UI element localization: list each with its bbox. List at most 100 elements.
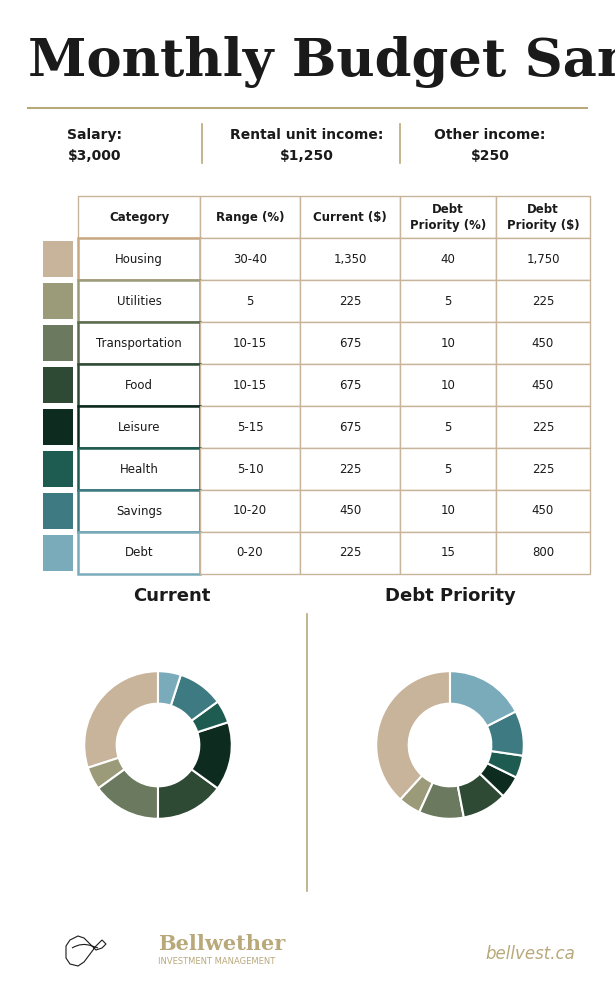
Bar — [400, 280, 496, 322]
Bar — [496, 532, 590, 574]
Wedge shape — [191, 722, 232, 789]
Wedge shape — [480, 764, 517, 796]
Bar — [300, 196, 400, 238]
Text: 5: 5 — [444, 463, 451, 476]
Text: 5-10: 5-10 — [237, 463, 263, 476]
Bar — [496, 196, 590, 238]
Text: 675: 675 — [339, 336, 361, 349]
Bar — [300, 490, 400, 532]
Text: bellvest.ca: bellvest.ca — [485, 945, 575, 963]
Wedge shape — [88, 758, 125, 789]
Bar — [496, 406, 590, 448]
Bar — [43, 409, 73, 445]
Text: Health: Health — [119, 463, 159, 476]
Bar — [43, 241, 73, 277]
Bar — [43, 493, 73, 529]
Text: 10: 10 — [440, 336, 456, 349]
Text: 10-20: 10-20 — [233, 504, 267, 517]
Bar — [78, 196, 200, 238]
Text: Transportation: Transportation — [96, 336, 182, 349]
Text: 800: 800 — [532, 546, 554, 559]
Text: 225: 225 — [339, 295, 361, 308]
Bar — [496, 364, 590, 406]
Bar — [78, 406, 200, 448]
Text: Debt
Priority ($): Debt Priority ($) — [507, 202, 579, 231]
Text: 450: 450 — [532, 336, 554, 349]
Text: Range (%): Range (%) — [216, 210, 284, 223]
Bar — [496, 448, 590, 490]
Text: 450: 450 — [339, 504, 361, 517]
Wedge shape — [487, 711, 524, 756]
Bar — [78, 364, 200, 406]
Text: Other income:: Other income: — [434, 128, 546, 142]
Bar — [78, 532, 200, 574]
Text: Category: Category — [109, 210, 169, 223]
Wedge shape — [419, 783, 464, 819]
Text: 5: 5 — [444, 421, 451, 434]
Wedge shape — [158, 671, 181, 705]
Text: Debt Priority: Debt Priority — [384, 586, 515, 605]
Text: 5-15: 5-15 — [237, 421, 263, 434]
Text: 1,350: 1,350 — [333, 253, 367, 266]
Text: Current ($): Current ($) — [313, 210, 387, 223]
Bar — [200, 280, 300, 322]
Bar — [400, 364, 496, 406]
Text: 450: 450 — [532, 378, 554, 391]
Text: 1,750: 1,750 — [526, 253, 560, 266]
Text: Leisure: Leisure — [117, 421, 161, 434]
Bar — [300, 238, 400, 280]
Bar — [496, 238, 590, 280]
Bar — [496, 490, 590, 532]
Bar — [400, 448, 496, 490]
Bar — [300, 532, 400, 574]
Bar — [300, 322, 400, 364]
Text: 5: 5 — [247, 295, 253, 308]
Wedge shape — [450, 671, 516, 726]
Bar — [78, 238, 200, 280]
Text: 10: 10 — [440, 378, 456, 391]
Bar — [78, 322, 200, 364]
Bar — [300, 448, 400, 490]
Text: Savings: Savings — [116, 504, 162, 517]
Bar — [200, 490, 300, 532]
Text: 450: 450 — [532, 504, 554, 517]
Bar — [400, 406, 496, 448]
Bar — [300, 406, 400, 448]
Bar — [400, 196, 496, 238]
Text: $3,000: $3,000 — [68, 149, 122, 163]
Wedge shape — [84, 671, 158, 768]
Text: 40: 40 — [440, 253, 456, 266]
Wedge shape — [171, 675, 218, 720]
Text: 0-20: 0-20 — [237, 546, 263, 559]
Bar — [43, 325, 73, 361]
Text: 225: 225 — [532, 421, 554, 434]
Text: 10: 10 — [440, 504, 456, 517]
Text: 225: 225 — [339, 463, 361, 476]
Bar — [400, 490, 496, 532]
Bar — [400, 532, 496, 574]
Bar — [43, 283, 73, 319]
Bar — [300, 364, 400, 406]
Bar — [200, 364, 300, 406]
Text: Utilities: Utilities — [117, 295, 161, 308]
Text: Current: Current — [133, 586, 211, 605]
Text: $1,250: $1,250 — [280, 149, 334, 163]
Text: Debt
Priority (%): Debt Priority (%) — [410, 202, 486, 231]
Text: 10-15: 10-15 — [233, 336, 267, 349]
Text: 675: 675 — [339, 421, 361, 434]
Bar — [43, 451, 73, 487]
Wedge shape — [458, 774, 503, 818]
Text: 225: 225 — [339, 546, 361, 559]
Wedge shape — [158, 770, 218, 819]
Wedge shape — [191, 701, 228, 732]
Text: 10-15: 10-15 — [233, 378, 267, 391]
Bar — [496, 322, 590, 364]
Text: 225: 225 — [532, 463, 554, 476]
Bar — [400, 322, 496, 364]
Text: Housing: Housing — [115, 253, 163, 266]
Bar — [496, 280, 590, 322]
Text: Food: Food — [125, 378, 153, 391]
Text: 675: 675 — [339, 378, 361, 391]
Text: Salary:: Salary: — [68, 128, 122, 142]
Text: Monthly Budget Sample: Monthly Budget Sample — [28, 36, 615, 88]
